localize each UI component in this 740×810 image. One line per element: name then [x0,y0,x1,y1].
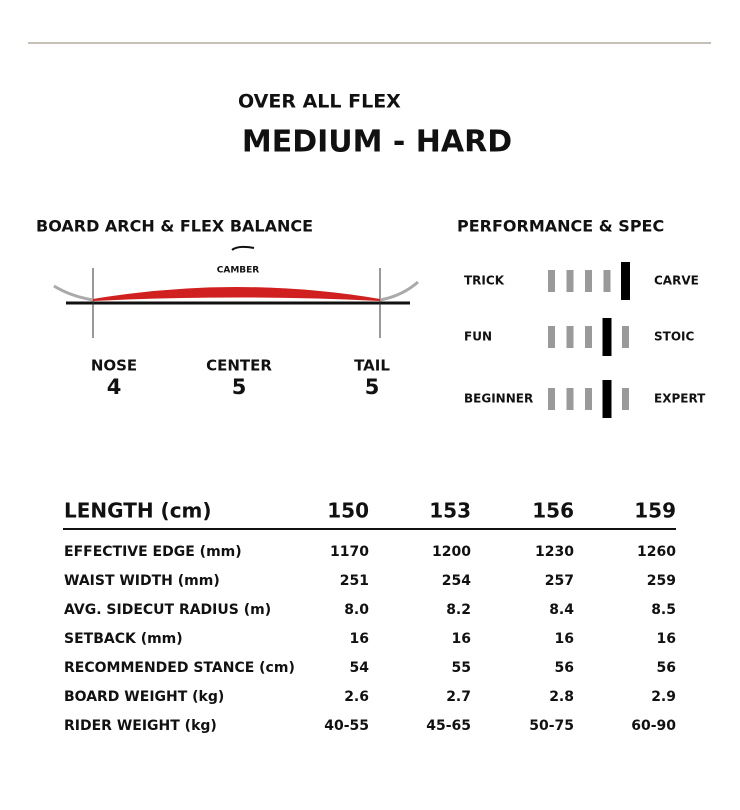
scale-right: EXPERT [654,392,706,406]
scale-left: FUN [464,330,492,344]
table-cell: 1170 [330,544,369,560]
table-cell: 2.9 [651,689,676,705]
row-label: BOARD WEIGHT (kg) [64,689,224,705]
table-cell: 56 [657,660,676,676]
zone-value: 5 [232,375,247,399]
table-cell: 251 [340,573,369,589]
scale-right: CARVE [654,274,699,288]
table-cell: 1200 [432,544,471,560]
table-cell: 16 [657,631,676,647]
scale-step [585,388,592,410]
zone-name: TAIL [354,357,390,375]
row-label: EFFECTIVE EDGE (mm) [64,544,242,560]
zone-name: CENTER [206,357,272,375]
zone-name: NOSE [91,357,137,375]
table-cell: 1230 [535,544,574,560]
scale-step [566,270,574,292]
length-header: 156 [532,499,574,523]
scale-left: BEGINNER [464,392,533,406]
tail-tip [379,280,419,302]
table-cell: 50-75 [529,718,574,734]
table-cell: 8.4 [549,602,574,618]
table-cell: 254 [442,573,471,589]
table-cell: 257 [545,573,574,589]
scale-left: TRICK [464,274,505,288]
table-cell: 40-55 [324,718,369,734]
table-cell: 60-90 [631,718,676,734]
scale-step [585,270,592,292]
table-cell: 259 [647,573,676,589]
scale-step [548,270,555,292]
table-cell: 2.7 [446,689,471,705]
profile-label: CAMBER [217,266,260,276]
row-label: SETBACK (mm) [64,631,183,647]
scale-marker [621,262,630,300]
board-diagram: CAMBER [53,245,419,338]
table-cell: 16 [452,631,471,647]
flex-label: OVER ALL FLEX [238,91,401,113]
scale-step [622,326,629,348]
scale-step [548,388,555,410]
board-title: BOARD ARCH & FLEX BALANCE [36,217,313,236]
scale-right: STOIC [654,330,694,344]
table-cell: 2.6 [344,689,369,705]
row-label: AVG. SIDECUT RADIUS (m) [64,602,271,618]
table-cell: 8.0 [344,602,369,618]
table-cell: 1260 [637,544,676,560]
scale-step [566,388,574,410]
table-cell: 8.2 [446,602,471,618]
length-header: 153 [429,499,471,523]
zone-value: 5 [365,375,380,399]
scale-step [585,326,592,348]
flex-value: MEDIUM - HARD [242,125,512,160]
row-label: WAIST WIDTH (mm) [64,573,220,589]
table-cell: 54 [350,660,370,676]
row-label: RECOMMENDED STANCE (cm) [64,660,295,676]
table-cell: 2.8 [549,689,574,705]
zone-value: 4 [107,375,122,399]
table-cell: 45-65 [426,718,471,734]
scale-marker [602,318,612,356]
camber-icon [231,245,255,251]
table-cell: 55 [452,660,471,676]
scale-step [603,270,611,292]
table-cell: 8.5 [651,602,676,618]
row-label: RIDER WEIGHT (kg) [64,718,217,734]
scale-step [566,326,574,348]
scale-step [622,388,629,410]
camber-arc [92,287,381,301]
performance-title: PERFORMANCE & SPEC [457,217,664,236]
nose-tip [53,284,94,302]
scale-step [548,326,555,348]
length-header: 159 [634,499,676,523]
table-cell: 16 [555,631,574,647]
length-header: 150 [327,499,369,523]
scale-marker [602,380,612,418]
table-cell: 56 [555,660,574,676]
table-header-label: LENGTH (cm) [64,499,212,523]
table-cell: 16 [350,631,369,647]
